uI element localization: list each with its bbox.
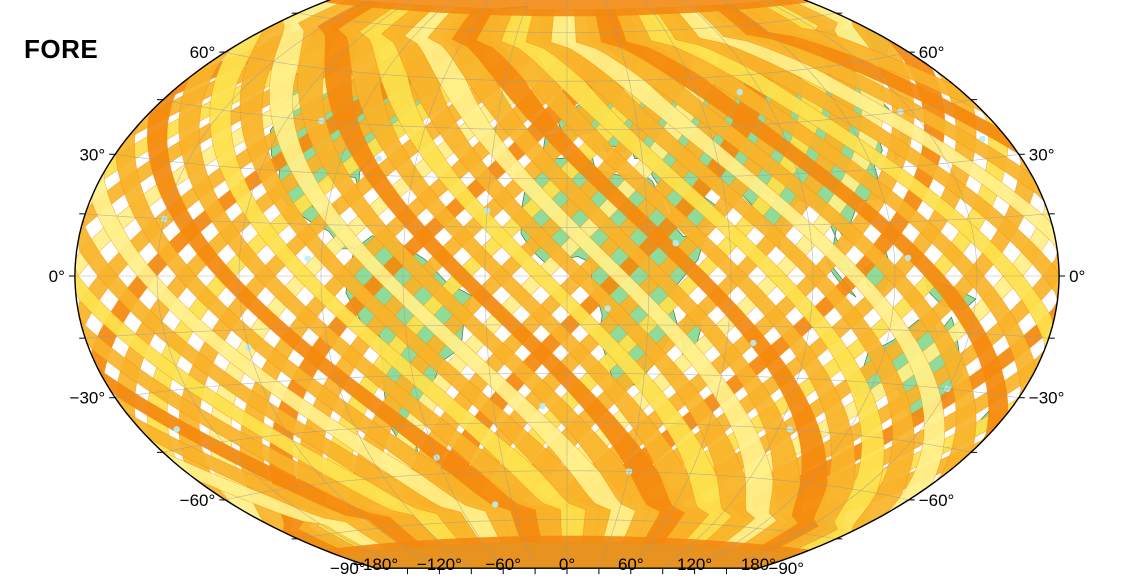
cyan-spot (304, 255, 311, 262)
cyan-spot (736, 88, 743, 96)
lon-label: 180° (741, 555, 776, 574)
graticule (74, 0, 1060, 569)
lat-label-right: −60° (919, 491, 955, 510)
lat-label-left: 30° (79, 145, 105, 164)
lon-label: 0° (559, 555, 575, 574)
meridian-line (726, 0, 978, 569)
lon-label: 60° (618, 555, 644, 574)
lat-label-right: 30° (1029, 145, 1055, 164)
lon-label: −60° (485, 555, 521, 574)
cyan-spot (173, 426, 180, 433)
meridian-line (156, 0, 408, 569)
lat-label-right: 60° (919, 43, 945, 62)
cyan-spot (979, 135, 986, 143)
cyan-spot (750, 339, 757, 347)
cyan-spot (375, 155, 382, 162)
cyan-spot (539, 402, 546, 410)
cyan-spot (904, 254, 912, 262)
cyan-spot (604, 305, 611, 312)
lat-label-right: 0° (1069, 267, 1085, 286)
frame-ticks (68, 12, 1066, 575)
lat-label-left: 0° (49, 267, 65, 286)
lat-label-left: −30° (70, 389, 106, 408)
lat-label-left: −90° (330, 559, 366, 576)
lat-label-right: −90° (768, 559, 804, 576)
meridian-line (484, 0, 536, 569)
meridian-line (598, 0, 650, 569)
lon-label: −180° (353, 555, 398, 574)
cyan-spot (491, 501, 499, 508)
meridian-line (694, 0, 896, 569)
meridian-line (238, 0, 440, 569)
meridian-line (662, 0, 814, 569)
axis-labels: 90°90°60°60°30°30°0°0°−30°−30°−60°−60°−9… (49, 43, 1086, 578)
lon-label: 120° (677, 555, 712, 574)
meridian-line (630, 0, 732, 569)
meridian-line (402, 0, 504, 569)
cyan-spot (672, 240, 679, 247)
meridian-line (320, 0, 472, 569)
lon-label: −120° (417, 555, 462, 574)
lat-label-left: 60° (190, 43, 216, 62)
cyan-spot-layer (161, 88, 986, 508)
lat-label-right: −30° (1029, 389, 1065, 408)
map-title: FORE (24, 34, 99, 64)
lat-label-left: −60° (180, 491, 216, 510)
